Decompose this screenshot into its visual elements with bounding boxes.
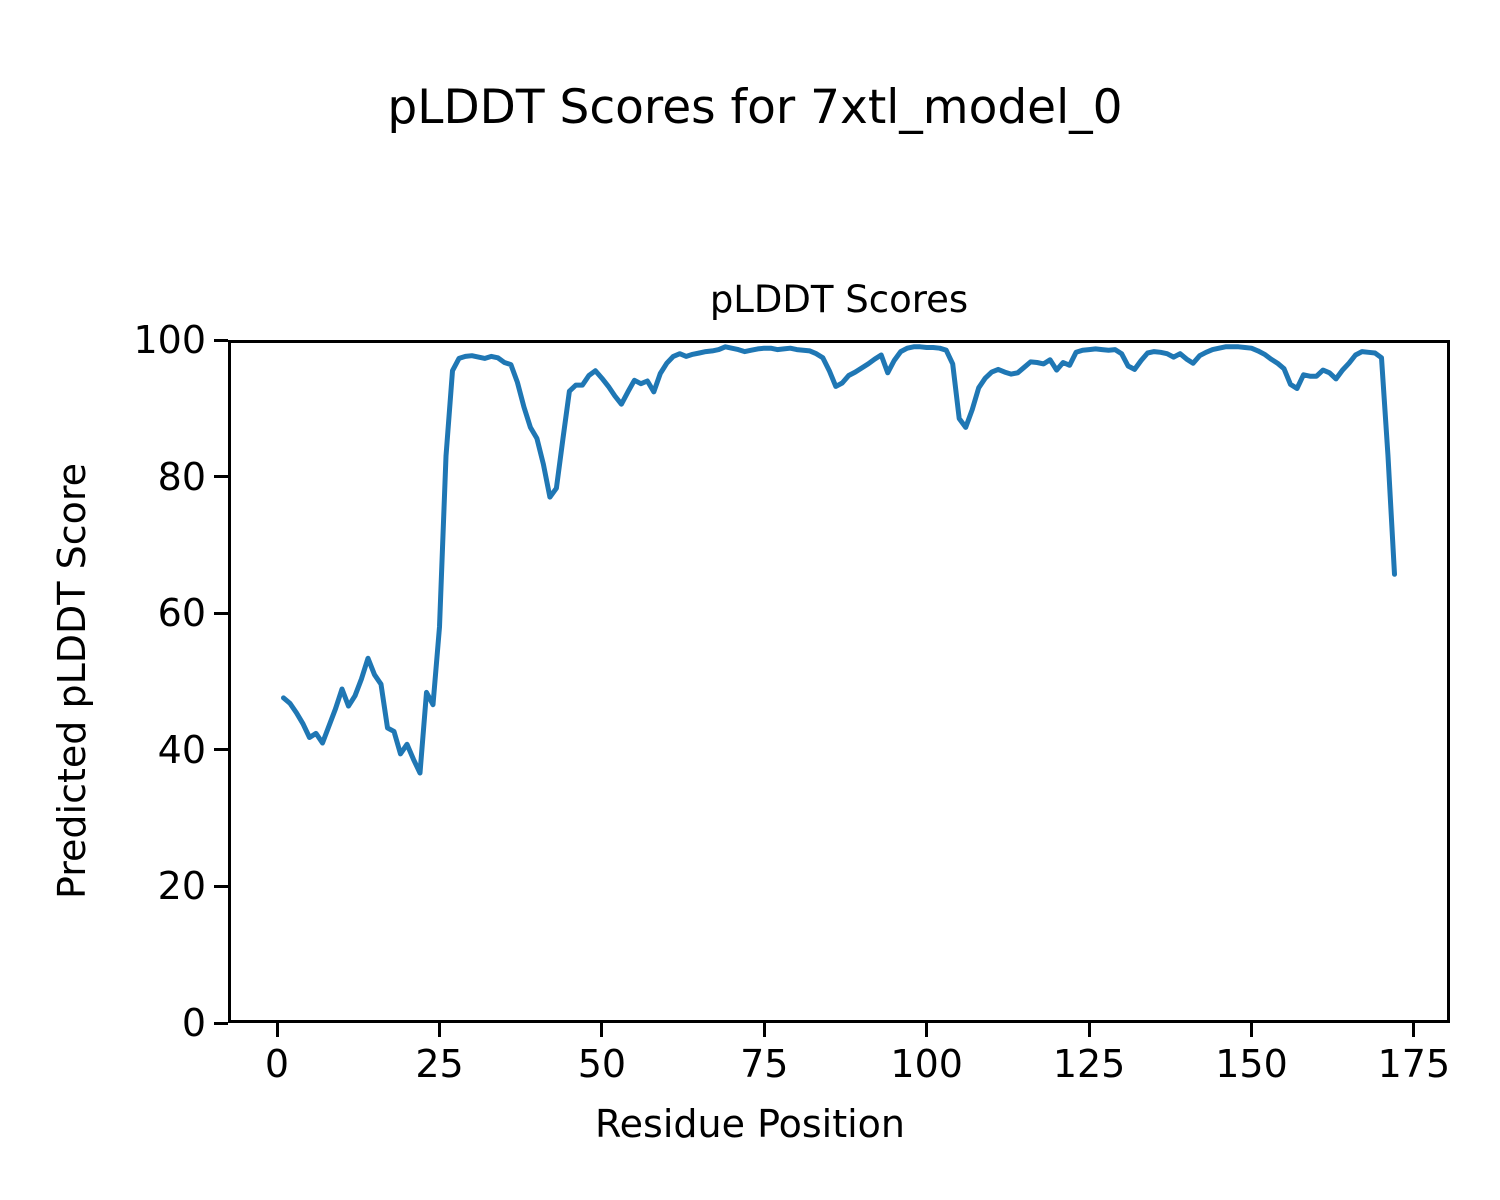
y-tick-mark <box>214 475 228 479</box>
plddt-line <box>281 344 1397 776</box>
plot-area <box>228 340 1450 1023</box>
x-tick-mark <box>1087 1023 1091 1037</box>
x-tick-label: 100 <box>890 1042 963 1086</box>
x-axis-label: Residue Position <box>594 1102 906 1146</box>
y-tick-mark <box>214 611 228 615</box>
x-tick-label: 0 <box>264 1042 290 1086</box>
y-axis-label: Predicted pLDDT Score <box>50 463 94 899</box>
x-tick-label: 175 <box>1377 1042 1451 1086</box>
x-tick-label: 50 <box>577 1042 627 1086</box>
y-tick-label: 20 <box>157 864 206 909</box>
y-tick-mark <box>214 748 228 752</box>
x-tick-mark <box>600 1023 604 1037</box>
y-tick-label: 100 <box>133 318 206 362</box>
x-tick-label: 75 <box>740 1042 789 1086</box>
x-tick-mark <box>762 1023 766 1037</box>
x-tick-mark <box>1250 1023 1253 1037</box>
y-tick-label: 60 <box>157 591 206 636</box>
x-tick-label: 25 <box>415 1042 464 1086</box>
y-tick-label: 80 <box>157 454 206 499</box>
x-tick-mark <box>438 1023 441 1037</box>
y-tick-mark <box>214 338 228 342</box>
x-tick-mark <box>275 1023 279 1037</box>
axes-title: pLDDT Scores <box>709 278 969 321</box>
x-tick-label: 150 <box>1215 1042 1288 1086</box>
x-tick-mark <box>1412 1023 1416 1037</box>
y-tick-mark <box>214 1021 228 1025</box>
x-tick-mark <box>925 1023 929 1037</box>
data-line-svg <box>281 344 1397 776</box>
y-tick-label: 0 <box>181 1001 206 1045</box>
figure-suptitle: pLDDT Scores for 7xtl_model_0 <box>387 80 1123 135</box>
y-tick-label: 40 <box>157 727 206 772</box>
y-tick-mark <box>214 884 228 888</box>
x-tick-label: 125 <box>1052 1042 1126 1086</box>
